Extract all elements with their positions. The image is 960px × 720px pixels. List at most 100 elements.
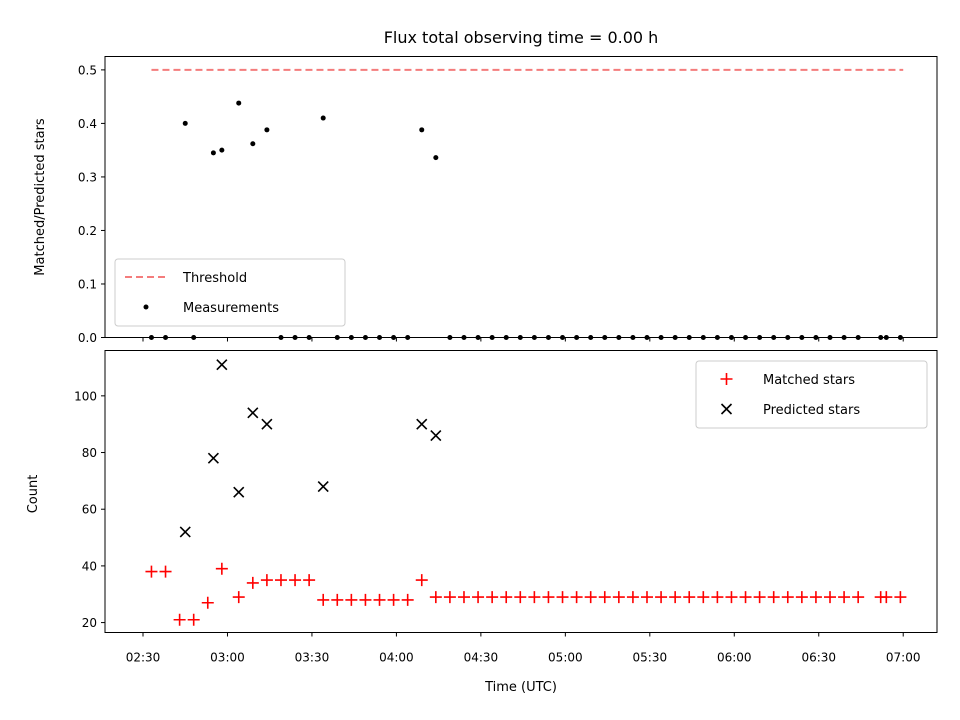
matched-star-marker	[669, 591, 682, 604]
top-y-tick-label: 0.1	[78, 277, 97, 291]
bottom-y-tick-label: 60	[82, 503, 97, 517]
matched-star-marker	[331, 593, 344, 606]
x-tick-label: 05:30	[633, 651, 668, 665]
legend-predicted-label: Predicted stars	[763, 403, 860, 418]
matched-star-marker	[542, 591, 555, 604]
matched-star-marker	[781, 591, 794, 604]
matched-star-marker	[739, 591, 752, 604]
x-tick-label: 06:30	[801, 651, 836, 665]
bottom-y-tick-label: 100	[74, 389, 97, 403]
matched-star-marker	[697, 591, 710, 604]
measurement-point	[250, 141, 256, 147]
matched-star-marker	[289, 574, 302, 587]
matched-star-marker	[472, 591, 485, 604]
matched-star-marker	[401, 593, 414, 606]
matched-star-marker	[753, 591, 766, 604]
matched-star-marker	[317, 593, 330, 606]
top-y-tick-label: 0.2	[78, 224, 97, 238]
x-axis-label: Time (UTC)	[484, 680, 557, 695]
bottom-legend-box	[695, 360, 928, 429]
matched-star-marker	[528, 591, 541, 604]
top-panel: 0.0 0.1 0.2 0.3 0.4 0.5 Matched/Predicted sta…	[33, 56, 938, 345]
top-y-tick-label: 0.5	[78, 63, 97, 77]
matched-star-marker	[373, 593, 386, 606]
matched-star-marker	[514, 591, 527, 604]
matched-star-marker	[359, 593, 372, 606]
x-tick-label: 04:00	[379, 651, 414, 665]
top-y-axis-label: Matched/Predicted stars	[33, 118, 48, 276]
matched-star-marker	[655, 591, 668, 604]
matched-star-marker	[824, 591, 837, 604]
matched-star-marker	[260, 574, 273, 587]
matched-star-marker	[683, 591, 696, 604]
matched-star-marker	[415, 574, 428, 587]
measurement-point	[182, 120, 188, 126]
top-y-tick-label: 0.3	[78, 170, 97, 184]
legend-matched-marker	[720, 373, 733, 385]
x-tick-label: 02:30	[126, 651, 161, 665]
x-tick-label: 07:00	[886, 651, 921, 665]
predicted-star-marker	[247, 407, 259, 419]
bottom-y-tick-label: 40	[82, 559, 97, 573]
measurement-point	[264, 127, 270, 133]
predicted-star-marker	[261, 418, 273, 430]
top-marks	[148, 68, 904, 340]
matched-star-marker	[598, 591, 611, 604]
bottom-y-axis-label: Count	[26, 475, 41, 514]
legend-threshold-label: Threshold	[182, 271, 247, 286]
matched-star-marker	[767, 591, 780, 604]
x-tick-label: 03:00	[210, 651, 245, 665]
matched-star-marker	[640, 591, 653, 604]
measurement-point	[210, 150, 216, 156]
top-y-tick-label: 0.4	[78, 117, 97, 131]
predicted-star-marker	[179, 526, 191, 538]
bottom-y-ticks: 20 40 60 80 100	[74, 389, 105, 630]
bottom-marks	[145, 359, 907, 626]
predicted-star-marker	[233, 486, 245, 498]
matched-star-marker	[711, 591, 724, 604]
matched-star-marker	[145, 565, 158, 578]
matched-star-marker	[387, 593, 400, 606]
legend-measurement-marker	[143, 304, 149, 310]
matched-star-marker	[894, 591, 907, 604]
bottom-x-ticks: 02:30 03:00 03:30 04:00 04:30 05:00 05:30 06:00…	[126, 632, 921, 665]
measurement-point	[320, 115, 326, 121]
matched-star-marker	[457, 591, 470, 604]
legend-measurements-label: Measurements	[183, 301, 279, 316]
matched-star-marker	[303, 574, 316, 587]
matched-star-marker	[443, 591, 456, 604]
matched-star-marker	[570, 591, 583, 604]
matched-star-marker	[159, 565, 172, 578]
matched-star-marker	[795, 591, 808, 604]
predicted-star-marker	[416, 418, 428, 430]
x-tick-label: 05:00	[548, 651, 583, 665]
top-y-tick-label: 0.0	[78, 331, 97, 345]
top-legend-box	[114, 258, 346, 327]
matched-star-marker	[852, 591, 865, 604]
x-tick-label: 04:30	[464, 651, 499, 665]
predicted-star-marker	[430, 429, 442, 442]
matched-star-marker	[500, 591, 513, 604]
matched-star-marker	[274, 574, 287, 587]
measurement-point	[433, 155, 439, 161]
bottom-y-tick-label: 80	[82, 446, 97, 460]
top-x-ticks	[142, 337, 904, 342]
bottom-y-tick-label: 20	[82, 616, 97, 630]
measurement-point	[219, 147, 225, 153]
chart-title: Flux total observing time = 0.00 h	[384, 28, 659, 47]
matched-star-marker	[626, 591, 639, 604]
matched-star-marker	[215, 562, 228, 575]
matched-star-marker	[232, 591, 245, 604]
top-legend: Threshold Measurements	[114, 258, 346, 327]
top-plot-frame	[104, 56, 938, 338]
matched-star-marker	[556, 591, 569, 604]
matched-star-marker	[173, 613, 186, 626]
predicted-star-marker	[207, 452, 219, 464]
bottom-legend: Matched stars Predicted stars	[695, 360, 928, 429]
measurement-point	[419, 127, 425, 133]
bottom-plot-frame	[104, 350, 938, 633]
predicted-star-marker	[216, 359, 228, 371]
matched-star-marker	[429, 591, 442, 604]
matched-star-marker	[345, 593, 358, 606]
